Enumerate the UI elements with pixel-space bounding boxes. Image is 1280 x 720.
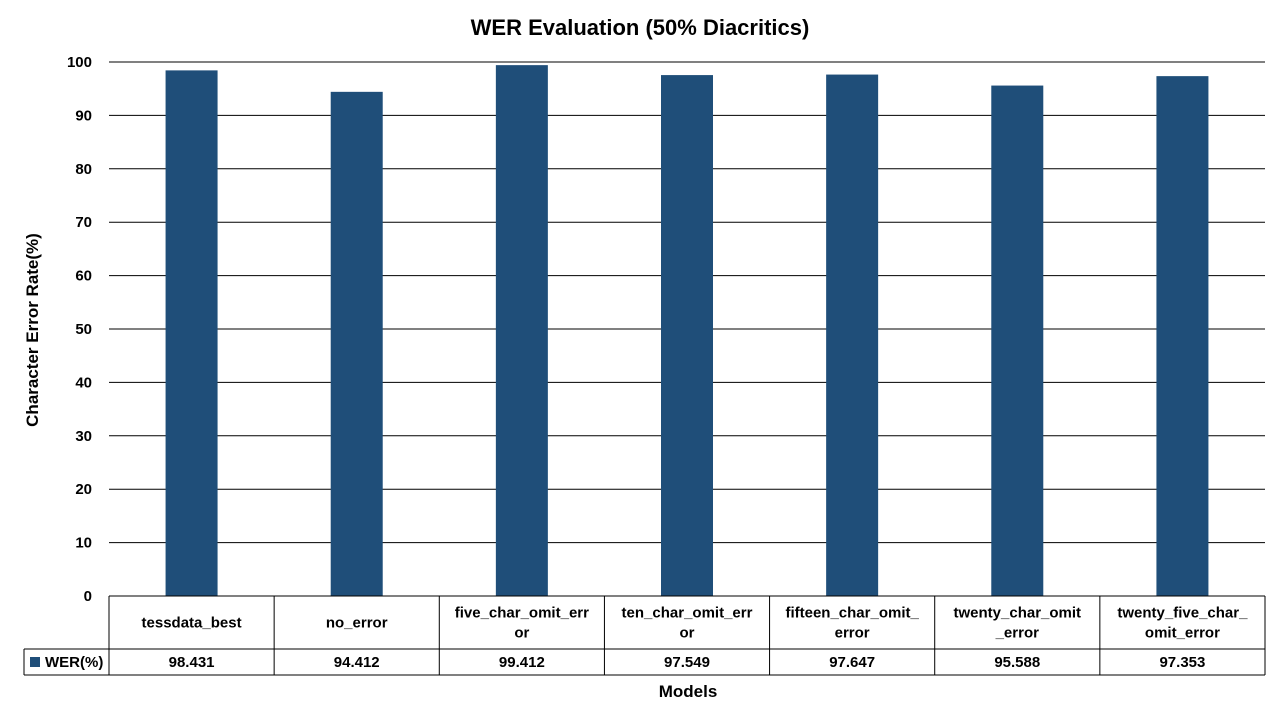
legend-swatch xyxy=(30,657,40,667)
bar xyxy=(991,85,1044,596)
y-tick-label: 30 xyxy=(75,428,92,445)
y-tick-label: 70 xyxy=(75,214,92,231)
x-tick-label: ten_char_omit_err xyxy=(622,605,753,622)
data-label: 97.549 xyxy=(664,654,710,671)
x-tick-label: no_error xyxy=(326,615,388,632)
bars xyxy=(165,65,1209,597)
bar xyxy=(165,70,218,596)
x-tick-label: or xyxy=(680,625,695,642)
data-label: 97.353 xyxy=(1159,654,1205,671)
x-tick-label: twenty_char_omit xyxy=(954,605,1082,622)
x-tick-label: twenty_five_char_ xyxy=(1117,605,1248,622)
y-axis-ticks: 0 10 20 30 40 50 60 70 80 90 100 xyxy=(67,54,92,605)
x-tick-label: five_char_omit_err xyxy=(455,605,589,622)
data-table: tessdata_best no_error five_char_omit_erro… xyxy=(23,595,1266,676)
data-label: 95.588 xyxy=(994,654,1040,671)
chart-title: WER Evaluation (50% Diacritics) xyxy=(471,15,810,40)
y-tick-label: 0 xyxy=(84,588,92,605)
bar xyxy=(661,75,713,597)
bar xyxy=(495,65,548,597)
legend-label: WER(%) xyxy=(45,654,103,671)
data-label: 98.431 xyxy=(169,654,215,671)
x-axis-label: Models xyxy=(659,682,718,701)
y-tick-label: 60 xyxy=(75,268,92,285)
y-tick-label: 100 xyxy=(67,54,92,71)
x-tick-label: or xyxy=(514,625,529,642)
bar xyxy=(826,74,879,597)
y-tick-label: 10 xyxy=(75,535,92,552)
y-tick-label: 80 xyxy=(75,161,92,178)
x-tick-label: _error xyxy=(995,625,1040,642)
x-tick-label: fifteen_char_omit_ xyxy=(785,605,919,622)
bar xyxy=(1156,76,1209,596)
y-tick-label: 50 xyxy=(75,321,92,338)
data-label: 99.412 xyxy=(499,654,545,671)
y-axis-label: Character Error Rate(%) xyxy=(23,233,42,427)
data-label: 97.647 xyxy=(829,654,875,671)
x-tick-label: omit_error xyxy=(1145,625,1220,642)
y-tick-label: 20 xyxy=(75,481,92,498)
y-tick-label: 90 xyxy=(75,107,92,124)
bar xyxy=(330,91,383,597)
data-label: 94.412 xyxy=(334,654,380,671)
y-tick-label: 40 xyxy=(75,374,92,391)
x-tick-label: tessdata_best xyxy=(142,615,242,632)
x-tick-label: error xyxy=(835,625,870,642)
